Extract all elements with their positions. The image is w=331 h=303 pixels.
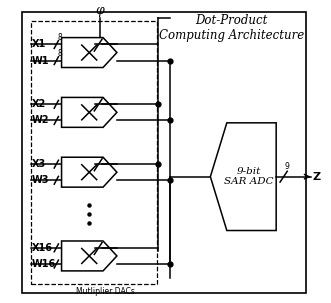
Text: W16: W16 (32, 259, 56, 269)
Text: X2: X2 (32, 99, 46, 109)
Bar (31, 21, 157, 284)
Text: Mutliplier DACs: Mutliplier DACs (76, 287, 135, 296)
Text: Z: Z (312, 172, 320, 182)
Polygon shape (211, 123, 276, 231)
Text: X16: X16 (32, 243, 53, 253)
Polygon shape (62, 157, 117, 187)
Text: W1: W1 (32, 56, 49, 66)
Text: 9: 9 (285, 162, 290, 171)
Text: 9-bit
SAR ADC: 9-bit SAR ADC (224, 167, 274, 186)
Polygon shape (62, 98, 117, 127)
Text: 8: 8 (58, 33, 63, 42)
Text: φ: φ (95, 4, 104, 17)
Polygon shape (62, 241, 117, 271)
Text: 8: 8 (58, 49, 63, 58)
Text: X1: X1 (32, 39, 46, 49)
Text: W2: W2 (32, 115, 49, 125)
Polygon shape (62, 38, 117, 68)
Text: X3: X3 (32, 159, 46, 169)
Text: Dot-Product
Computing Architecture: Dot-Product Computing Architecture (159, 14, 304, 42)
Text: W3: W3 (32, 175, 49, 185)
